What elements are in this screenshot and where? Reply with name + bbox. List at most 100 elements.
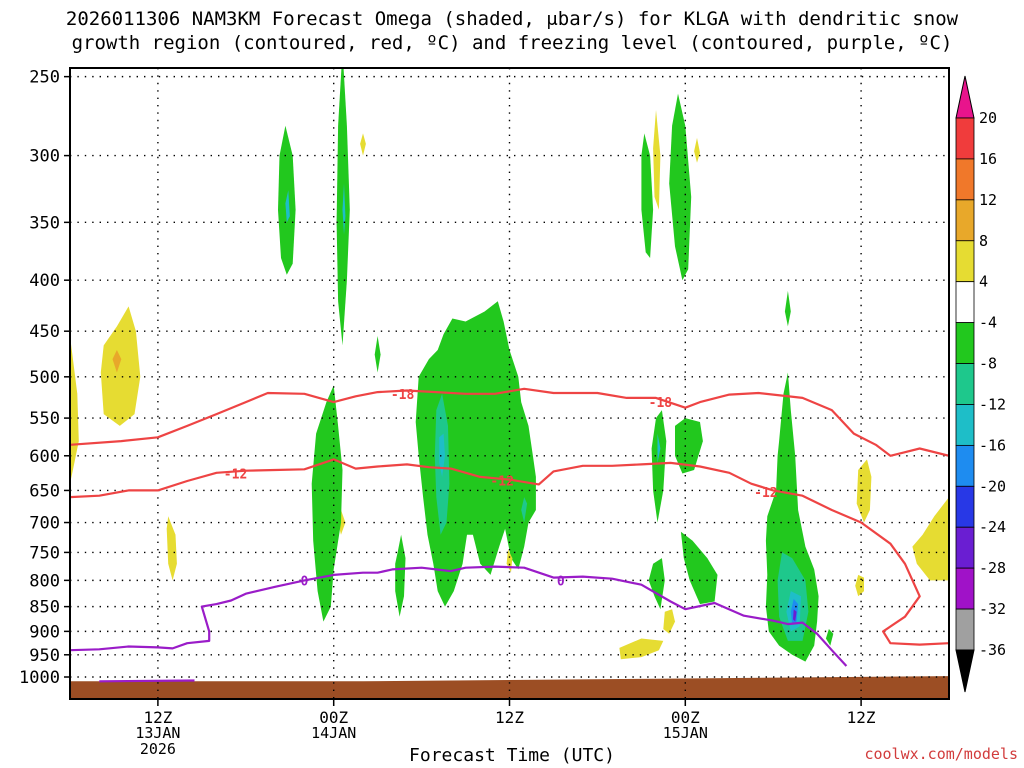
x-tick-year: 2026 [140,740,176,758]
contour-label-0: 0 [300,574,308,589]
terrain-fill [70,676,949,699]
credit-text: coolwx.com/models [864,745,1018,763]
omega-region-10 [374,336,381,373]
colorbar-label: -4 [979,314,997,332]
omega-region-29 [784,290,791,327]
colorbar-label: 12 [979,191,997,209]
contour-layer: -18 -18 -12 -12 -12 0 0 [70,387,949,683]
colorbar-under-triangle [955,649,975,693]
omega-region-21 [694,137,700,163]
omega-region-38 [912,497,949,581]
y-tick-label-450: 450 [29,322,60,342]
omega-region-24 [675,418,703,474]
omega-region-3 [166,516,177,581]
omega-region-22 [651,410,667,523]
y-axis: 250 300 350 400 450 500 550 600 650 700 750 800 850 9… [19,68,70,688]
omega-region-23 [657,433,661,463]
colorbar-bin [955,567,975,610]
omega-region-7 [285,190,290,223]
contour-label-0: 0 [557,574,565,589]
grid-layer [70,68,949,699]
colorbar-bin [955,444,975,487]
chart-title-line-1: 2026011306 NAM3KM Forecast Omega (shaded… [65,8,959,30]
omega-region-25 [680,531,718,605]
x-tick-label: 00Z [319,708,348,727]
colorbar-bin [955,526,975,569]
x-tick-date: 15JAN [663,724,708,742]
y-tick-label-900: 900 [29,622,60,642]
colorbar-label: -28 [979,559,1006,577]
colorbar: 20 16 12 8 4 -4 -8 -12 -16 -20 -24 -28 -32 -36 [955,75,1006,693]
colorbar-label: -24 [979,518,1006,536]
colorbar-bin [955,281,975,324]
colorbar-bin [955,363,975,405]
omega-region-16 [521,497,528,523]
y-tick-label-300: 300 [29,147,60,167]
y-tick-label-750: 750 [29,543,60,563]
y-tick-label-800: 800 [29,571,60,591]
x-tick-label: 12Z [495,708,524,727]
omega-region-26 [648,558,665,610]
omega-region-12 [395,534,406,617]
y-tick-label-550: 550 [29,409,60,429]
contour-0 [70,565,848,667]
colorbar-label: -20 [979,477,1006,495]
contour-label--12: -12 [754,486,777,501]
omega-region-5 [360,133,366,156]
y-tick-label-850: 850 [29,598,60,618]
omega-region-13 [415,301,536,607]
omega-region-0 [70,336,79,484]
y-tick-label-250: 250 [29,68,60,88]
y-tick-label-350: 350 [29,213,60,233]
x-tick-label: 12Z [847,708,876,727]
contour-0-surface [99,679,195,683]
omega-region-1 [100,306,141,426]
colorbar-bin [955,404,975,446]
x-tick-date: 14JAN [311,724,356,742]
x-tick-label: 00Z [671,708,700,727]
contour-label--18: -18 [649,396,673,411]
omega-region-37 [855,574,864,597]
contour-label--12: -12 [490,474,513,489]
y-tick-label-1000: 1000 [19,668,60,688]
omega-region-34 [793,609,797,622]
colorbar-label: -36 [979,641,1006,659]
colorbar-label: -32 [979,600,1006,618]
colorbar-bin [955,608,975,651]
y-tick-label-700: 700 [29,514,60,534]
contour--12 [70,458,949,646]
colorbar-label: -16 [979,436,1006,454]
contour-label--18: -18 [391,388,415,403]
omega-shading-layer [70,68,949,662]
omega-region-19 [653,110,661,210]
y-tick-label-950: 950 [29,646,60,666]
y-tick-label-600: 600 [29,447,60,467]
omega-region-20 [669,93,692,281]
colorbar-label: 20 [979,109,997,127]
x-tick-date: 13JAN [135,724,180,742]
x-tick-label: 12Z [143,708,172,727]
colorbar-label: -8 [979,355,997,373]
omega-region-18 [641,133,654,258]
omega-region-11 [311,385,343,622]
omega-region-35 [825,629,834,646]
x-axis-title: Forecast Time (UTC) [409,745,615,766]
omega-region-15 [439,433,445,477]
chart-title-line-2: growth region (contoured, red, ºC) and f… [71,32,953,54]
colorbar-label: 16 [979,150,997,168]
omega-region-27 [663,609,675,634]
contour--18 [70,387,949,457]
omega-region-36 [856,459,872,523]
terrain-layer [70,676,949,699]
colorbar-bin [955,199,975,242]
y-tick-label-650: 650 [29,481,60,501]
colorbar-label: -12 [979,395,1006,413]
colorbar-over-triangle [955,75,975,119]
y-tick-label-500: 500 [29,368,60,388]
colorbar-bin [955,485,975,528]
colorbar-bin [955,158,975,201]
colorbar-bin [955,322,975,364]
omega-region-2 [112,350,122,373]
